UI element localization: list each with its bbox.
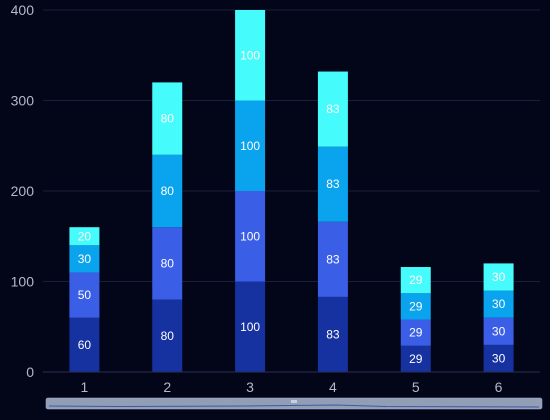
data-label: 29 — [409, 273, 423, 287]
x-tick-label: 4 — [329, 379, 337, 395]
x-tick-label: 2 — [163, 379, 171, 395]
data-label: 80 — [161, 184, 175, 198]
bar-segment-6-2[interactable] — [483, 317, 514, 345]
bar-segment-4-3[interactable] — [317, 146, 348, 222]
data-label: 30 — [492, 297, 506, 311]
y-tick-label: 200 — [11, 183, 35, 199]
zoom-selected-range[interactable] — [46, 398, 542, 409]
data-zoom-slider[interactable] — [45, 397, 543, 410]
y-tick-label: 300 — [11, 93, 35, 109]
data-label: 80 — [161, 112, 175, 126]
data-label: 100 — [240, 320, 260, 334]
data-label: 80 — [161, 256, 175, 270]
data-label: 30 — [78, 252, 92, 266]
data-label: 100 — [240, 48, 260, 62]
data-label: 60 — [78, 338, 92, 352]
bar-segment-2-4[interactable] — [152, 82, 183, 155]
y-tick-label: 400 — [11, 2, 35, 18]
zoom-preview-line — [48, 404, 540, 408]
bar-segment-4-4[interactable] — [317, 71, 348, 147]
data-label: 29 — [409, 299, 423, 313]
data-label: 80 — [161, 329, 175, 343]
axes: 0 100 200 300 400 1 2 3 4 5 6 — [11, 2, 540, 395]
data-label: 50 — [78, 288, 92, 302]
bar-segment-6-3[interactable] — [483, 290, 514, 318]
bar-segment-5-1[interactable] — [400, 345, 431, 372]
bar-segment-5-2[interactable] — [400, 319, 431, 346]
data-label: 100 — [240, 229, 260, 243]
bar-segment-1-1[interactable] — [69, 317, 100, 372]
bar-segment-3-1[interactable] — [235, 281, 266, 373]
x-tick-label: 3 — [246, 379, 254, 395]
data-label: 83 — [326, 252, 340, 266]
data-label: 83 — [326, 177, 340, 191]
data-label: 30 — [492, 351, 506, 365]
bar-segment-3-3[interactable] — [235, 100, 266, 192]
bar-series — [69, 10, 514, 373]
x-tick-label: 6 — [495, 379, 503, 395]
bar-segment-4-1[interactable] — [317, 296, 348, 372]
data-label: 83 — [326, 102, 340, 116]
grid-lines — [43, 9, 540, 373]
x-tick-label: 5 — [412, 379, 420, 395]
bar-segment-2-2[interactable] — [152, 227, 183, 300]
bar-segment-2-3[interactable] — [152, 154, 183, 228]
y-tick-label: 0 — [26, 364, 34, 380]
bar-segment-1-3[interactable] — [69, 245, 100, 273]
data-label: 20 — [78, 229, 92, 243]
y-tick-label: 100 — [11, 274, 35, 290]
bar-segment-2-1[interactable] — [152, 299, 183, 372]
data-label: 30 — [492, 270, 506, 284]
bar-segment-6-1[interactable] — [483, 344, 514, 372]
bar-segment-1-2[interactable] — [69, 272, 100, 318]
bar-segment-3-2[interactable] — [235, 191, 266, 282]
bar-segment-5-3[interactable] — [400, 293, 431, 320]
segment-labels: 60 50 30 20 80 80 80 80 100 100 100 100 83 83 83 83 29 29… — [78, 48, 506, 366]
data-label: 30 — [492, 324, 506, 338]
grip-icon[interactable] — [291, 400, 297, 403]
bar-segment-3-4[interactable] — [235, 10, 266, 101]
x-tick-label: 1 — [81, 379, 89, 395]
data-label: 100 — [240, 139, 260, 153]
bar-segment-6-4[interactable] — [483, 263, 514, 291]
data-label: 83 — [326, 327, 340, 341]
data-label: 29 — [409, 352, 423, 366]
bar-segment-1-4[interactable] — [69, 227, 100, 246]
bar-segment-5-4[interactable] — [400, 267, 431, 294]
data-label: 29 — [409, 326, 423, 340]
bar-segment-4-2[interactable] — [317, 221, 348, 297]
